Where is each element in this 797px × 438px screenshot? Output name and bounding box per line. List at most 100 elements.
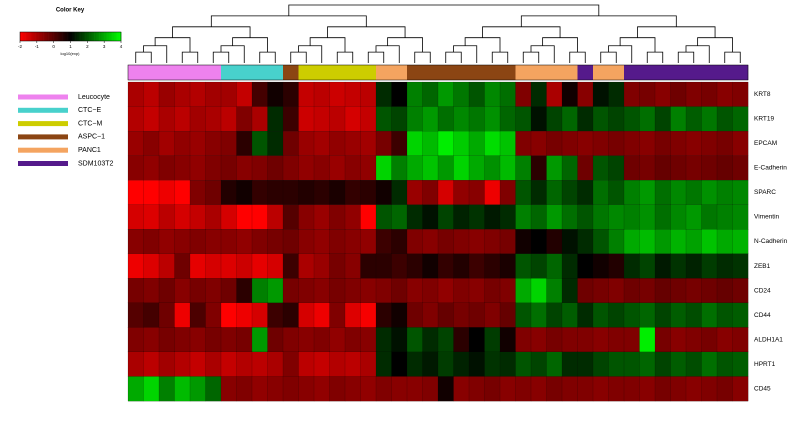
dendrogram — [135, 4, 741, 63]
colorkey-swatch — [62, 32, 65, 41]
heatmap-cell — [561, 106, 578, 132]
heatmap-cell — [205, 229, 222, 255]
heatmap-cell — [344, 253, 361, 279]
heatmap-cell — [174, 204, 191, 230]
column-group-band — [515, 65, 532, 80]
colorkey-swatch — [85, 32, 88, 41]
heatmap-cell — [313, 155, 330, 181]
heatmap-cell — [391, 302, 408, 328]
heatmap-cell — [732, 351, 749, 377]
heatmap-cell — [561, 376, 578, 402]
heatmap-cell — [189, 302, 206, 328]
heatmap-cell — [453, 278, 470, 304]
heatmap-cell — [499, 131, 516, 156]
heatmap-cell — [329, 155, 346, 181]
heatmap-cell — [205, 180, 222, 205]
heatmap-cell — [701, 327, 718, 353]
heatmap-cell — [329, 327, 346, 353]
heatmap-cell — [158, 327, 175, 353]
heatmap-cell — [623, 253, 640, 279]
dendrogram-branch — [697, 37, 733, 53]
heatmap-cell — [313, 253, 330, 279]
heatmap-cell — [716, 302, 733, 328]
colorkey-swatch — [112, 32, 115, 41]
heatmap-cell — [174, 351, 191, 377]
heatmap-cell — [577, 180, 594, 205]
heatmap-cell — [406, 81, 423, 107]
heatmap-cell — [437, 351, 454, 377]
heatmap-cell — [561, 180, 578, 205]
heatmap-cell — [298, 204, 315, 230]
heatmap-cell — [453, 253, 470, 279]
heatmap-cell — [608, 376, 625, 402]
heatmap-cell — [143, 81, 160, 107]
heatmap-cell — [639, 327, 656, 353]
heatmap-cell — [143, 253, 160, 279]
heatmap-cell — [158, 81, 175, 107]
heatmap-cell — [716, 106, 733, 132]
heatmap-cell — [732, 204, 749, 230]
column-group-band — [391, 65, 408, 80]
colorkey-swatch — [60, 32, 63, 41]
heatmap-cell — [530, 106, 547, 132]
dendrogram-branch — [491, 51, 509, 63]
heatmap-cell — [530, 131, 547, 156]
heatmap-cell — [344, 278, 361, 304]
heatmap-cell — [329, 81, 346, 107]
heatmap-cell — [592, 229, 609, 255]
row-label: EPCAM — [754, 140, 777, 147]
heatmap-cell — [732, 376, 749, 402]
heatmap-cell — [515, 155, 532, 181]
heatmap-cell — [453, 376, 470, 402]
heatmap-cell — [499, 229, 516, 255]
heatmap-cell — [344, 131, 361, 156]
heatmap-cell — [732, 180, 749, 205]
heatmap-cell — [530, 180, 547, 205]
heatmap-cell — [174, 253, 191, 279]
heatmap-cell — [360, 229, 377, 255]
heatmap-cell — [592, 278, 609, 304]
heatmap-cell — [344, 155, 361, 181]
heatmap-cell — [143, 302, 160, 328]
heatmap-cell — [685, 351, 702, 377]
heatmap-cell — [592, 106, 609, 132]
heatmap-cell — [406, 327, 423, 353]
heatmap-cell — [453, 106, 470, 132]
heatmap-cell — [236, 106, 253, 132]
heatmap-cell — [422, 180, 439, 205]
heatmap-cell — [298, 302, 315, 328]
heatmap-cell — [515, 327, 532, 353]
heatmap-cell — [670, 204, 687, 230]
heatmap-cell — [468, 302, 485, 328]
heatmap-cell — [608, 302, 625, 328]
heatmap-cell — [329, 229, 346, 255]
heatmap-cell — [546, 302, 563, 328]
heatmap-cell — [639, 106, 656, 132]
heatmap-cell — [468, 106, 485, 132]
heatmap-cell — [670, 376, 687, 402]
column-group-band — [717, 65, 733, 80]
dendrogram-branch — [646, 51, 664, 63]
colorkey-swatch — [57, 32, 60, 41]
heatmap-cell — [608, 106, 625, 132]
heatmap-cell — [422, 253, 439, 279]
heatmap-cell — [158, 180, 175, 205]
dendrogram-branch — [608, 45, 633, 63]
heatmap-cell — [282, 81, 299, 107]
heatmap-cell — [205, 376, 222, 402]
heatmap-cell — [313, 131, 330, 156]
dendrogram-branch — [520, 15, 677, 27]
heatmap-cell — [577, 155, 594, 181]
colorkey-swatch — [82, 32, 85, 41]
heatmap-cell — [468, 204, 485, 230]
heatmap-cell — [174, 302, 191, 328]
legend-label: CTC−E — [78, 107, 101, 114]
heatmap-cell — [127, 376, 144, 402]
colorkey-tick-label: 3 — [103, 44, 106, 49]
column-group-band — [376, 65, 392, 80]
colorkey-swatch — [95, 32, 98, 41]
heatmap-cell — [701, 302, 718, 328]
heatmap-cell — [251, 302, 268, 328]
heatmap-cell — [282, 327, 299, 353]
heatmap-cell — [143, 131, 160, 156]
